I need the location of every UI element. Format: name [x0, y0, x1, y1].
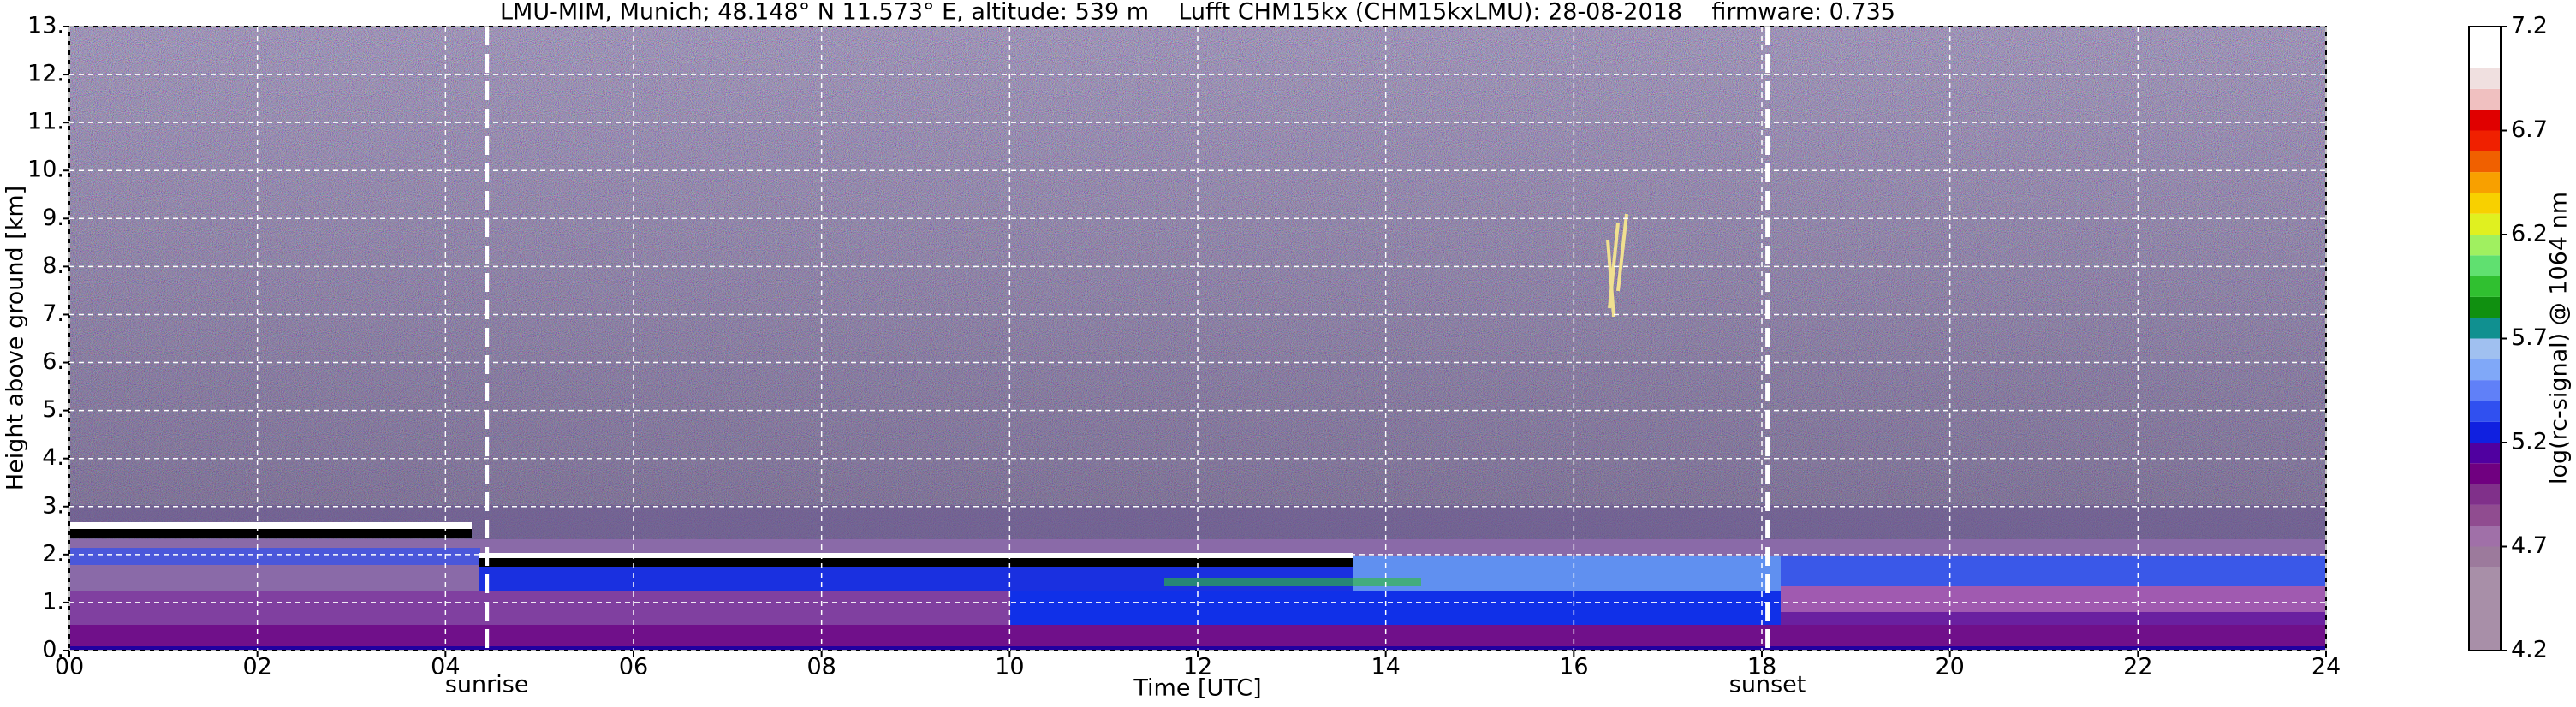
colorbar-bin [2469, 110, 2501, 131]
annotation-label: sunrise [445, 672, 529, 698]
y-tick-label: 12. [27, 61, 64, 87]
colorbar-tick-label: 4.2 [2511, 637, 2548, 663]
y-tick-label: 5. [42, 396, 64, 423]
colorbar-bin [2469, 276, 2501, 297]
x-tick-label: 06 [619, 654, 648, 680]
colorbar-tick-label: 5.7 [2511, 324, 2548, 351]
colorbar-bin [2469, 172, 2501, 193]
colorbar-bin [2469, 68, 2501, 89]
y-tick-label: 13. [27, 13, 64, 39]
colorbar-tick-label: 6.7 [2511, 116, 2548, 143]
colorbar-bin [2469, 296, 2501, 318]
colorbar-label: log(rc-signal) @ 1064 nm [2546, 192, 2573, 484]
x-tick-label: 00 [55, 654, 84, 680]
x-tick-label: 14 [1371, 654, 1400, 680]
colorbar-bin [2469, 463, 2501, 484]
y-tick-label: 4. [42, 444, 64, 471]
y-tick-label: 9. [42, 205, 64, 231]
colorbar-bin [2469, 380, 2501, 401]
colorbar-tick-label: 7.2 [2511, 13, 2548, 39]
colorbar-bin [2469, 318, 2501, 339]
y-tick-label: 3. [42, 492, 64, 519]
colorbar-tick-label: 4.7 [2511, 532, 2548, 559]
colorbar-bin [2469, 255, 2501, 276]
colorbar-bin [2469, 151, 2501, 173]
colorbar-bin [2469, 504, 2501, 526]
x-tick-label: 04 [431, 654, 460, 680]
chart-title: LMU-MIM, Munich; 48.148° N 11.573° E, al… [500, 0, 1895, 26]
y-tick-label: 6. [42, 348, 64, 375]
colorbar-bin [2469, 401, 2501, 422]
y-tick-label: 11. [27, 109, 64, 135]
y-tick-label: 0. [42, 637, 64, 663]
y-axis-label: Height above ground [km] [3, 186, 29, 490]
y-tick-label: 10. [27, 157, 64, 183]
x-tick-label: 18 [1747, 654, 1776, 680]
x-tick-label: 16 [1559, 654, 1588, 680]
x-tick-label: 10 [995, 654, 1024, 680]
colorbar-bin [2469, 27, 2501, 68]
colorbar-bin [2469, 130, 2501, 152]
annotation-label: sunset [1729, 672, 1806, 698]
x-tick-label: 12 [1183, 654, 1212, 680]
colorbar-bin [2469, 338, 2501, 359]
y-tick-label: 2. [42, 540, 64, 567]
colorbar-bin [2469, 484, 2501, 505]
colorbar-bin [2469, 546, 2501, 567]
colorbar-tick-label: 5.2 [2511, 429, 2548, 455]
colorbar-bin [2469, 88, 2501, 110]
colorbar-bin [2469, 443, 2501, 464]
y-tick-label: 8. [42, 253, 64, 279]
x-tick-label: 20 [1935, 654, 1964, 680]
x-tick-label: 22 [2123, 654, 2152, 680]
colorbar-bin [2469, 421, 2501, 443]
colorbar-bin [2469, 359, 2501, 381]
colorbar-bin [2469, 213, 2501, 235]
y-tick-label: 7. [42, 300, 64, 327]
colorbar-bin [2469, 193, 2501, 214]
colorbar-tick-label: 6.2 [2511, 221, 2548, 247]
x-tick-label: 02 [242, 654, 271, 680]
colorbar-bin [2469, 526, 2501, 547]
colorbar-bin [2469, 567, 2501, 651]
colorbar-bin [2469, 235, 2501, 256]
y-tick-label: 1. [42, 588, 64, 615]
x-axis-label: Time [UTC] [1133, 675, 1261, 702]
x-tick-label: 24 [2311, 654, 2341, 680]
x-tick-label: 08 [806, 654, 836, 680]
